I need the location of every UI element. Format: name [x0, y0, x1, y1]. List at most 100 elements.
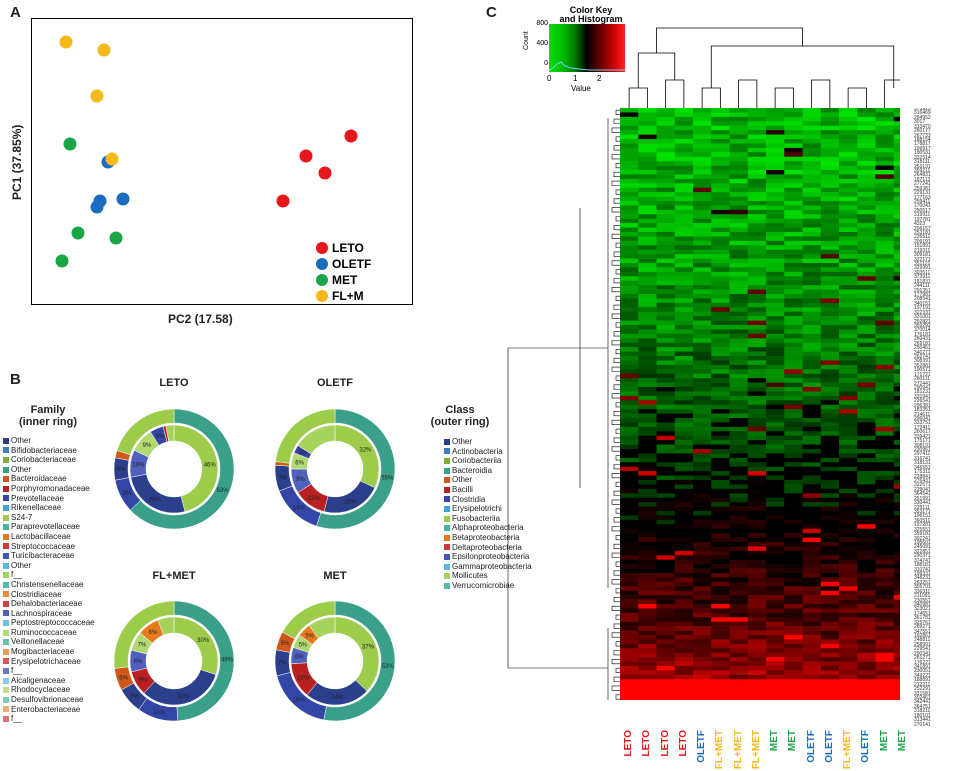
- heatmap-cell: [893, 294, 900, 299]
- heatmap-cell: [875, 604, 895, 609]
- heatmap-cell: [711, 604, 730, 609]
- heatmap-cell: [638, 471, 657, 476]
- heatmap-cell: [620, 431, 639, 437]
- heatmap-cell: [839, 307, 858, 313]
- heatmap-cell: [711, 294, 730, 299]
- heatmap-cell: [802, 519, 822, 525]
- heatmap-cell: [857, 564, 876, 569]
- heatmap-sample-label: MET: [787, 730, 799, 752]
- color-key-tick-1: 1: [573, 74, 578, 83]
- heatmap-cell: [893, 453, 900, 459]
- heatmap-cell: [820, 298, 840, 304]
- heatmap-row-id: 188181: [914, 562, 931, 569]
- heatmap-cell: [839, 280, 858, 286]
- heatmap-cell: [839, 422, 858, 428]
- heatmap-cell: [857, 444, 876, 450]
- heatmap-cell: [656, 657, 676, 662]
- heatmap-cell: [620, 674, 639, 680]
- heatmap-cell: [620, 643, 639, 649]
- heatmap-cell: [766, 170, 785, 175]
- heatmap-cell: [893, 573, 900, 578]
- heatmap-cell: [693, 285, 712, 290]
- heatmap-cell: [656, 661, 676, 667]
- heatmap-cell: [620, 360, 639, 366]
- heatmap-row-id: 302461: [914, 695, 931, 701]
- heatmap-cell: [674, 586, 694, 592]
- heatmap-cell: [747, 612, 767, 618]
- heatmap-cell: [747, 577, 767, 583]
- heatmap-cell: [693, 590, 712, 596]
- heatmap-cell: [820, 325, 840, 330]
- heatmap-cell: [747, 294, 767, 299]
- heatmap-cell: [802, 116, 822, 122]
- heatmap-cell: [638, 152, 657, 158]
- heatmap-cell: [729, 621, 749, 627]
- heatmap-cell: [711, 387, 730, 392]
- heatmap-cell: [802, 187, 822, 193]
- heatmap-cell: [784, 573, 803, 578]
- heatmap-row-id: 3017: [914, 119, 926, 126]
- legend-item: Streptococcaceae: [3, 542, 95, 552]
- heatmap-cell: [620, 524, 639, 530]
- heatmap-cell: [638, 320, 657, 326]
- heatmap-cell: [839, 165, 858, 171]
- heatmap-cell: [693, 267, 712, 273]
- heatmap-cell: [729, 608, 749, 614]
- legend-swatch: [3, 677, 9, 684]
- heatmap-cell: [656, 249, 676, 255]
- heatmap-cell: [839, 457, 858, 463]
- heatmap-cell: [802, 311, 822, 317]
- heatmap-cell: [620, 528, 639, 534]
- heatmap-cell: [729, 116, 749, 122]
- heatmap-cell: [656, 170, 676, 175]
- heatmap-cell: [674, 617, 694, 623]
- heatmap-cell: [747, 232, 767, 237]
- pca-legend-label: MET: [332, 273, 358, 287]
- heatmap-cell: [875, 422, 895, 428]
- heatmap-cell: [820, 143, 840, 149]
- heatmap-cell: [693, 546, 712, 552]
- legend-item: Coriobacteriia: [444, 456, 532, 466]
- heatmap-cell: [656, 502, 676, 507]
- heatmap-cell: [802, 630, 822, 636]
- heatmap-cell: [893, 688, 900, 693]
- heatmap-cell: [802, 537, 822, 543]
- heatmap-cell: [893, 533, 900, 538]
- heatmap-cell: [674, 187, 694, 193]
- heatmap-cell: [638, 121, 657, 127]
- heatmap-cell: [893, 333, 900, 339]
- heatmap-cell: [638, 130, 657, 135]
- heatmap-row-id: 370014: [914, 327, 931, 334]
- heatmap-cell: [620, 187, 639, 193]
- heatmap-cell: [875, 214, 895, 220]
- legend-label: Desulfovibrionaceae: [11, 695, 84, 705]
- heatmap-cell: [620, 307, 639, 313]
- heatmap-cell: [839, 657, 858, 662]
- heatmap-cell: [674, 697, 694, 700]
- heatmap-cell: [893, 435, 900, 441]
- heatmap-sample-label: LETO: [659, 730, 671, 757]
- heatmap-cell: [711, 577, 730, 583]
- heatmap-cell: [656, 435, 676, 441]
- heatmap-cell: [857, 289, 876, 295]
- heatmap-cell: [839, 187, 858, 193]
- heatmap-cell: [674, 342, 694, 348]
- heatmap-cell: [893, 630, 900, 636]
- heatmap-cell: [875, 294, 895, 299]
- heatmap-cell: [620, 688, 639, 693]
- legend-swatch: [3, 533, 9, 540]
- heatmap-cell: [857, 466, 876, 472]
- heatmap-cell: [820, 214, 840, 220]
- heatmap-row-id: 303511: [914, 269, 931, 276]
- legend-item: Turicibacteraceae: [3, 551, 95, 561]
- heatmap-cell: [857, 276, 876, 282]
- heatmap-cell: [820, 524, 840, 530]
- heatmap-cell: [839, 338, 858, 344]
- heatmap-cell: [820, 232, 840, 237]
- heatmap-cell: [747, 223, 767, 228]
- legend-item: Erysipelotrichaceae: [3, 657, 95, 667]
- heatmap-cell: [857, 533, 876, 538]
- heatmap-cell: [839, 568, 858, 574]
- heatmap-cell: [839, 440, 858, 445]
- heatmap-cell: [875, 480, 895, 485]
